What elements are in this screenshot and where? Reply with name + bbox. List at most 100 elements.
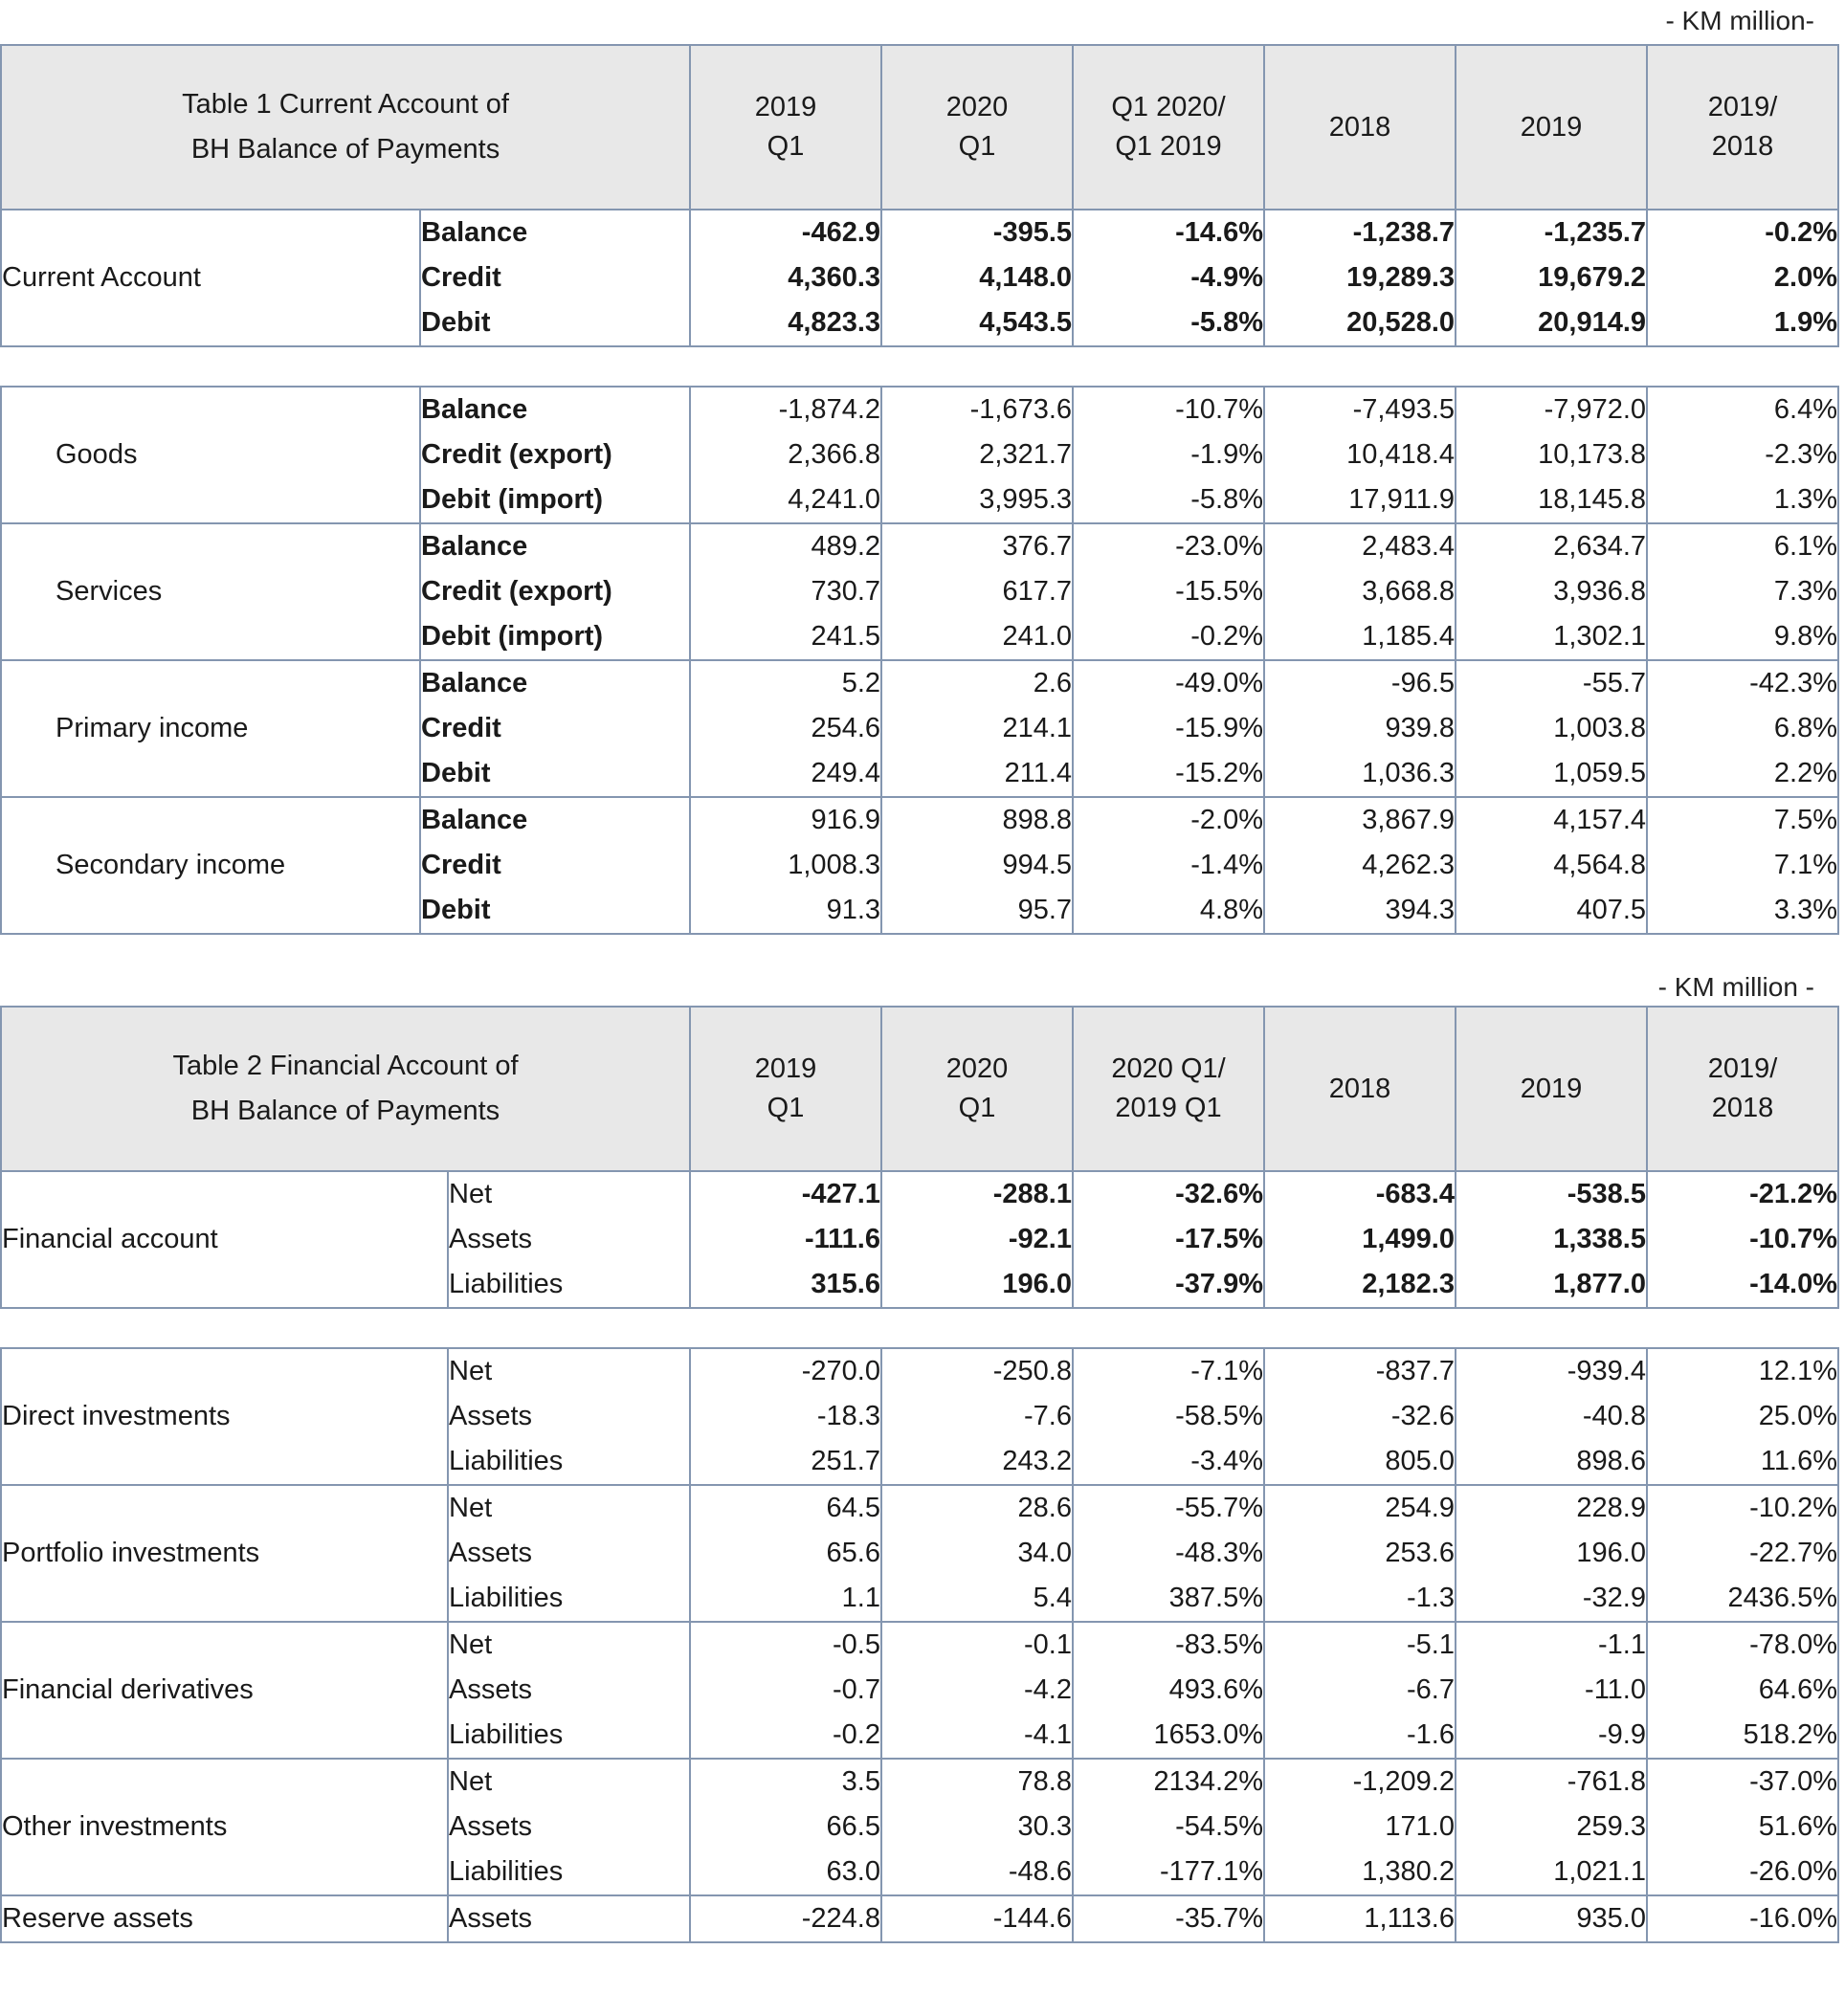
value-cell: -49.0% -15.9% -15.2% <box>1072 659 1266 798</box>
table2-unit-note: - KM million - <box>1657 972 1814 1002</box>
value-cell: -7.1% -58.5% -3.4% <box>1072 1347 1265 1486</box>
value-cell: 916.9 1,008.3 91.3 <box>689 796 883 935</box>
value-text: 7.1% <box>1773 850 1838 880</box>
row-category-label: Secondary income <box>56 850 286 880</box>
value-cell: -23.0% -15.5% -0.2% <box>1072 522 1266 661</box>
value-text: 2,182.3 <box>1362 1269 1455 1299</box>
value-text: 241.5 <box>811 621 881 652</box>
value-text: -54.5% <box>1175 1811 1263 1842</box>
row-category: Financial account <box>0 1170 449 1309</box>
value-text: -92.1 <box>1008 1224 1072 1254</box>
row-sublabel: Assets <box>449 1674 533 1705</box>
value-text: 20,914.9 <box>1538 307 1647 338</box>
value-cell: -538.5 1,338.5 1,877.0 <box>1455 1170 1648 1309</box>
value-text: -83.5% <box>1175 1629 1263 1660</box>
table-row: Direct investments Net Assets Liabilities -2… <box>0 1347 1839 1486</box>
value-text: -5.1 <box>1407 1629 1455 1660</box>
value-text: 3.5 <box>841 1766 880 1797</box>
row-category: Goods <box>0 386 421 524</box>
value-text: 28.6 <box>1017 1493 1072 1523</box>
value-cell: -1,874.2 2,366.8 4,241.0 <box>689 386 883 524</box>
row-sublabel: Debit (import) <box>421 484 604 515</box>
row-category: Portfolio investments <box>0 1484 449 1623</box>
value-cell: 12.1% 25.0% 11.6% <box>1646 1347 1839 1486</box>
value-cell: -0.2% 2.0% 1.9% <box>1646 209 1840 347</box>
value-text: 1653.0% <box>1153 1719 1263 1750</box>
value-text: -14.0% <box>1749 1269 1837 1299</box>
value-cell: -10.2% -22.7% 2436.5% <box>1646 1484 1839 1623</box>
value-cell: 78.8 30.3 -48.6 <box>880 1758 1074 1896</box>
row-sublabel: Balance <box>421 531 528 562</box>
row-sublabels: Assets <box>447 1894 691 1943</box>
value-text: -224.8 <box>801 1903 880 1934</box>
value-text: 7.5% <box>1773 805 1838 835</box>
value-text: 2,483.4 <box>1362 531 1456 562</box>
table-title: Table 2 Financial Account of BH Balance … <box>0 1006 691 1172</box>
value-text: -1.9% <box>1190 439 1264 470</box>
value-text: -0.5 <box>833 1629 880 1660</box>
table-row: Services Balance Credit (export) Debit (imp… <box>0 522 1840 661</box>
value-text: 65.6 <box>826 1538 880 1568</box>
table-row: Portfolio investments Net Assets Liabilitie… <box>0 1484 1839 1623</box>
value-text: 10,173.8 <box>1538 439 1647 470</box>
value-text: 518.2% <box>1743 1719 1837 1750</box>
value-text: -48.3% <box>1175 1538 1263 1568</box>
value-text: 196.0 <box>1002 1269 1072 1299</box>
value-text: 4,241.0 <box>788 484 881 515</box>
table-title-line: BH Balance of Payments <box>190 1096 500 1126</box>
value-cell: -837.7 -32.6 805.0 <box>1263 1347 1456 1486</box>
row-sublabel: Balance <box>421 394 528 425</box>
value-text: -177.1% <box>1159 1856 1263 1887</box>
value-text: 12.1% <box>1758 1356 1837 1386</box>
value-text: -35.7% <box>1175 1903 1263 1934</box>
value-text: 2.6 <box>1033 668 1073 698</box>
value-text: 91.3 <box>826 895 881 925</box>
value-text: -10.2% <box>1749 1493 1837 1523</box>
value-text: 1.1 <box>841 1583 880 1613</box>
financial-account-table: Table 2 Financial Account of BH Balance … <box>0 1006 1839 1943</box>
row-sublabels: Balance Credit (export) Debit (import) <box>418 522 692 661</box>
value-text: 3,936.8 <box>1553 576 1647 607</box>
value-text: -1.6 <box>1407 1719 1455 1750</box>
row-sublabels: Balance Credit Debit <box>418 796 692 935</box>
value-text: 3.3% <box>1773 895 1838 925</box>
value-text: -21.2% <box>1749 1179 1837 1209</box>
row-category-label: Financial account <box>2 1224 218 1254</box>
value-text: 10,418.4 <box>1346 439 1456 470</box>
value-text: 4,823.3 <box>788 307 881 338</box>
table-row: Financial account Net Assets Liabilities -42… <box>0 1170 1839 1309</box>
value-text: 1,185.4 <box>1362 621 1456 652</box>
value-text: 30.3 <box>1017 1811 1072 1842</box>
value-text: -22.7% <box>1749 1538 1837 1568</box>
table-row: Primary income Balance Credit Debit 5.2 254.6… <box>0 659 1840 798</box>
value-cell: -761.8 259.3 1,021.1 <box>1455 1758 1648 1896</box>
value-text: 254.9 <box>1385 1493 1455 1523</box>
value-text: -23.0% <box>1175 531 1264 562</box>
row-category: Direct investments <box>0 1347 449 1486</box>
value-cell: 1,113.6 <box>1263 1894 1456 1943</box>
value-cell: 2.6 214.1 211.4 <box>880 659 1075 798</box>
row-sublabel: Assets <box>449 1224 533 1254</box>
value-text: 994.5 <box>1002 850 1073 880</box>
value-text: -49.0% <box>1175 668 1264 698</box>
value-text: -15.5% <box>1175 576 1264 607</box>
value-cell: -427.1 -111.6 315.6 <box>689 1170 882 1309</box>
value-text: -16.0% <box>1749 1903 1837 1934</box>
value-text: 387.5% <box>1168 1583 1263 1613</box>
value-text: 18,145.8 <box>1538 484 1647 515</box>
value-text: 34.0 <box>1017 1538 1072 1568</box>
table-row: Reserve assets Assets -224.8 -144.6 -35.7% 1,… <box>0 1894 1839 1943</box>
value-text: 7.3% <box>1773 576 1838 607</box>
value-text: 95.7 <box>1017 895 1073 925</box>
row-sublabel: Credit (export) <box>421 439 612 470</box>
value-text: 19,679.2 <box>1538 262 1647 293</box>
value-text: -250.8 <box>992 1356 1072 1386</box>
value-cell: -939.4 -40.8 898.6 <box>1455 1347 1648 1486</box>
value-text: -2.3% <box>1765 439 1838 470</box>
value-text: -4.1 <box>1024 1719 1072 1750</box>
value-text: 254.6 <box>811 713 881 743</box>
value-text: 3,867.9 <box>1362 805 1456 835</box>
table1-unit-note: - KM million- <box>1665 6 1814 35</box>
value-text: 5.2 <box>841 668 881 698</box>
row-sublabels: Net Assets Liabilities <box>447 1621 691 1760</box>
